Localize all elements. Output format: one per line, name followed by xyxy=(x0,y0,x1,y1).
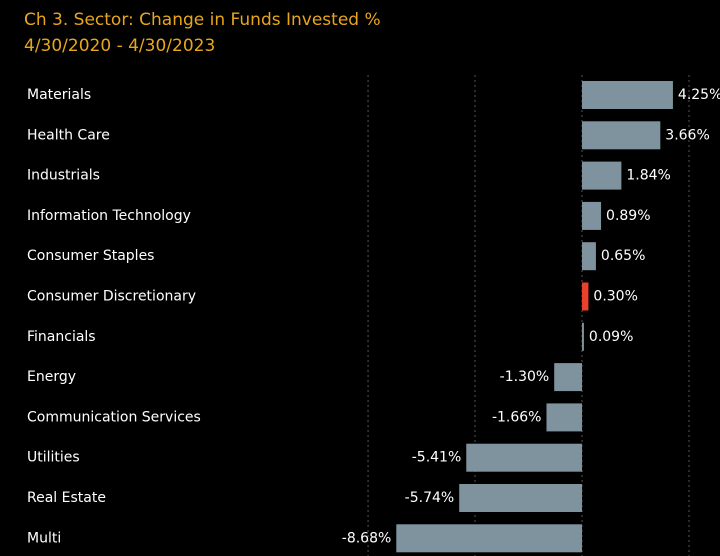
value-label: 4.25% xyxy=(678,87,720,103)
category-label: Materials xyxy=(27,87,91,103)
chart-subtitle: 4/30/2020 - 4/30/2023 xyxy=(24,36,215,56)
value-label: -1.66% xyxy=(492,409,542,425)
bar xyxy=(582,121,661,150)
category-label: Consumer Staples xyxy=(27,248,154,264)
bar xyxy=(546,403,583,432)
category-label: Energy xyxy=(27,369,76,385)
value-label: -8.68% xyxy=(342,530,392,546)
category-label: Real Estate xyxy=(27,490,106,506)
value-label: 3.66% xyxy=(665,127,709,143)
category-label: Information Technology xyxy=(27,208,191,224)
value-label: -5.41% xyxy=(412,450,462,466)
bar xyxy=(554,363,583,392)
category-label: Multi xyxy=(27,530,61,546)
value-label: -1.30% xyxy=(500,369,550,385)
value-label: 1.84% xyxy=(626,168,670,184)
value-label: -5.74% xyxy=(405,490,455,506)
bar xyxy=(582,201,602,230)
category-label: Communication Services xyxy=(27,409,201,425)
bar xyxy=(582,322,584,351)
bar xyxy=(582,81,673,109)
category-label: Consumer Discretionary xyxy=(27,289,196,305)
bar xyxy=(582,161,622,190)
bar xyxy=(582,242,596,271)
chart-title: Ch 3. Sector: Change in Funds Invested % xyxy=(24,10,381,30)
category-label: Health Care xyxy=(27,127,110,143)
value-label: 0.89% xyxy=(606,208,650,224)
bar xyxy=(582,282,589,311)
category-label: Financials xyxy=(27,329,96,345)
value-label: 0.30% xyxy=(593,289,637,305)
bar xyxy=(466,443,583,472)
value-label: 0.09% xyxy=(589,329,633,345)
bar xyxy=(396,524,583,553)
category-label: Utilities xyxy=(27,450,80,466)
category-label: Industrials xyxy=(27,168,100,184)
value-label: 0.65% xyxy=(601,248,645,264)
bar xyxy=(459,484,583,512)
